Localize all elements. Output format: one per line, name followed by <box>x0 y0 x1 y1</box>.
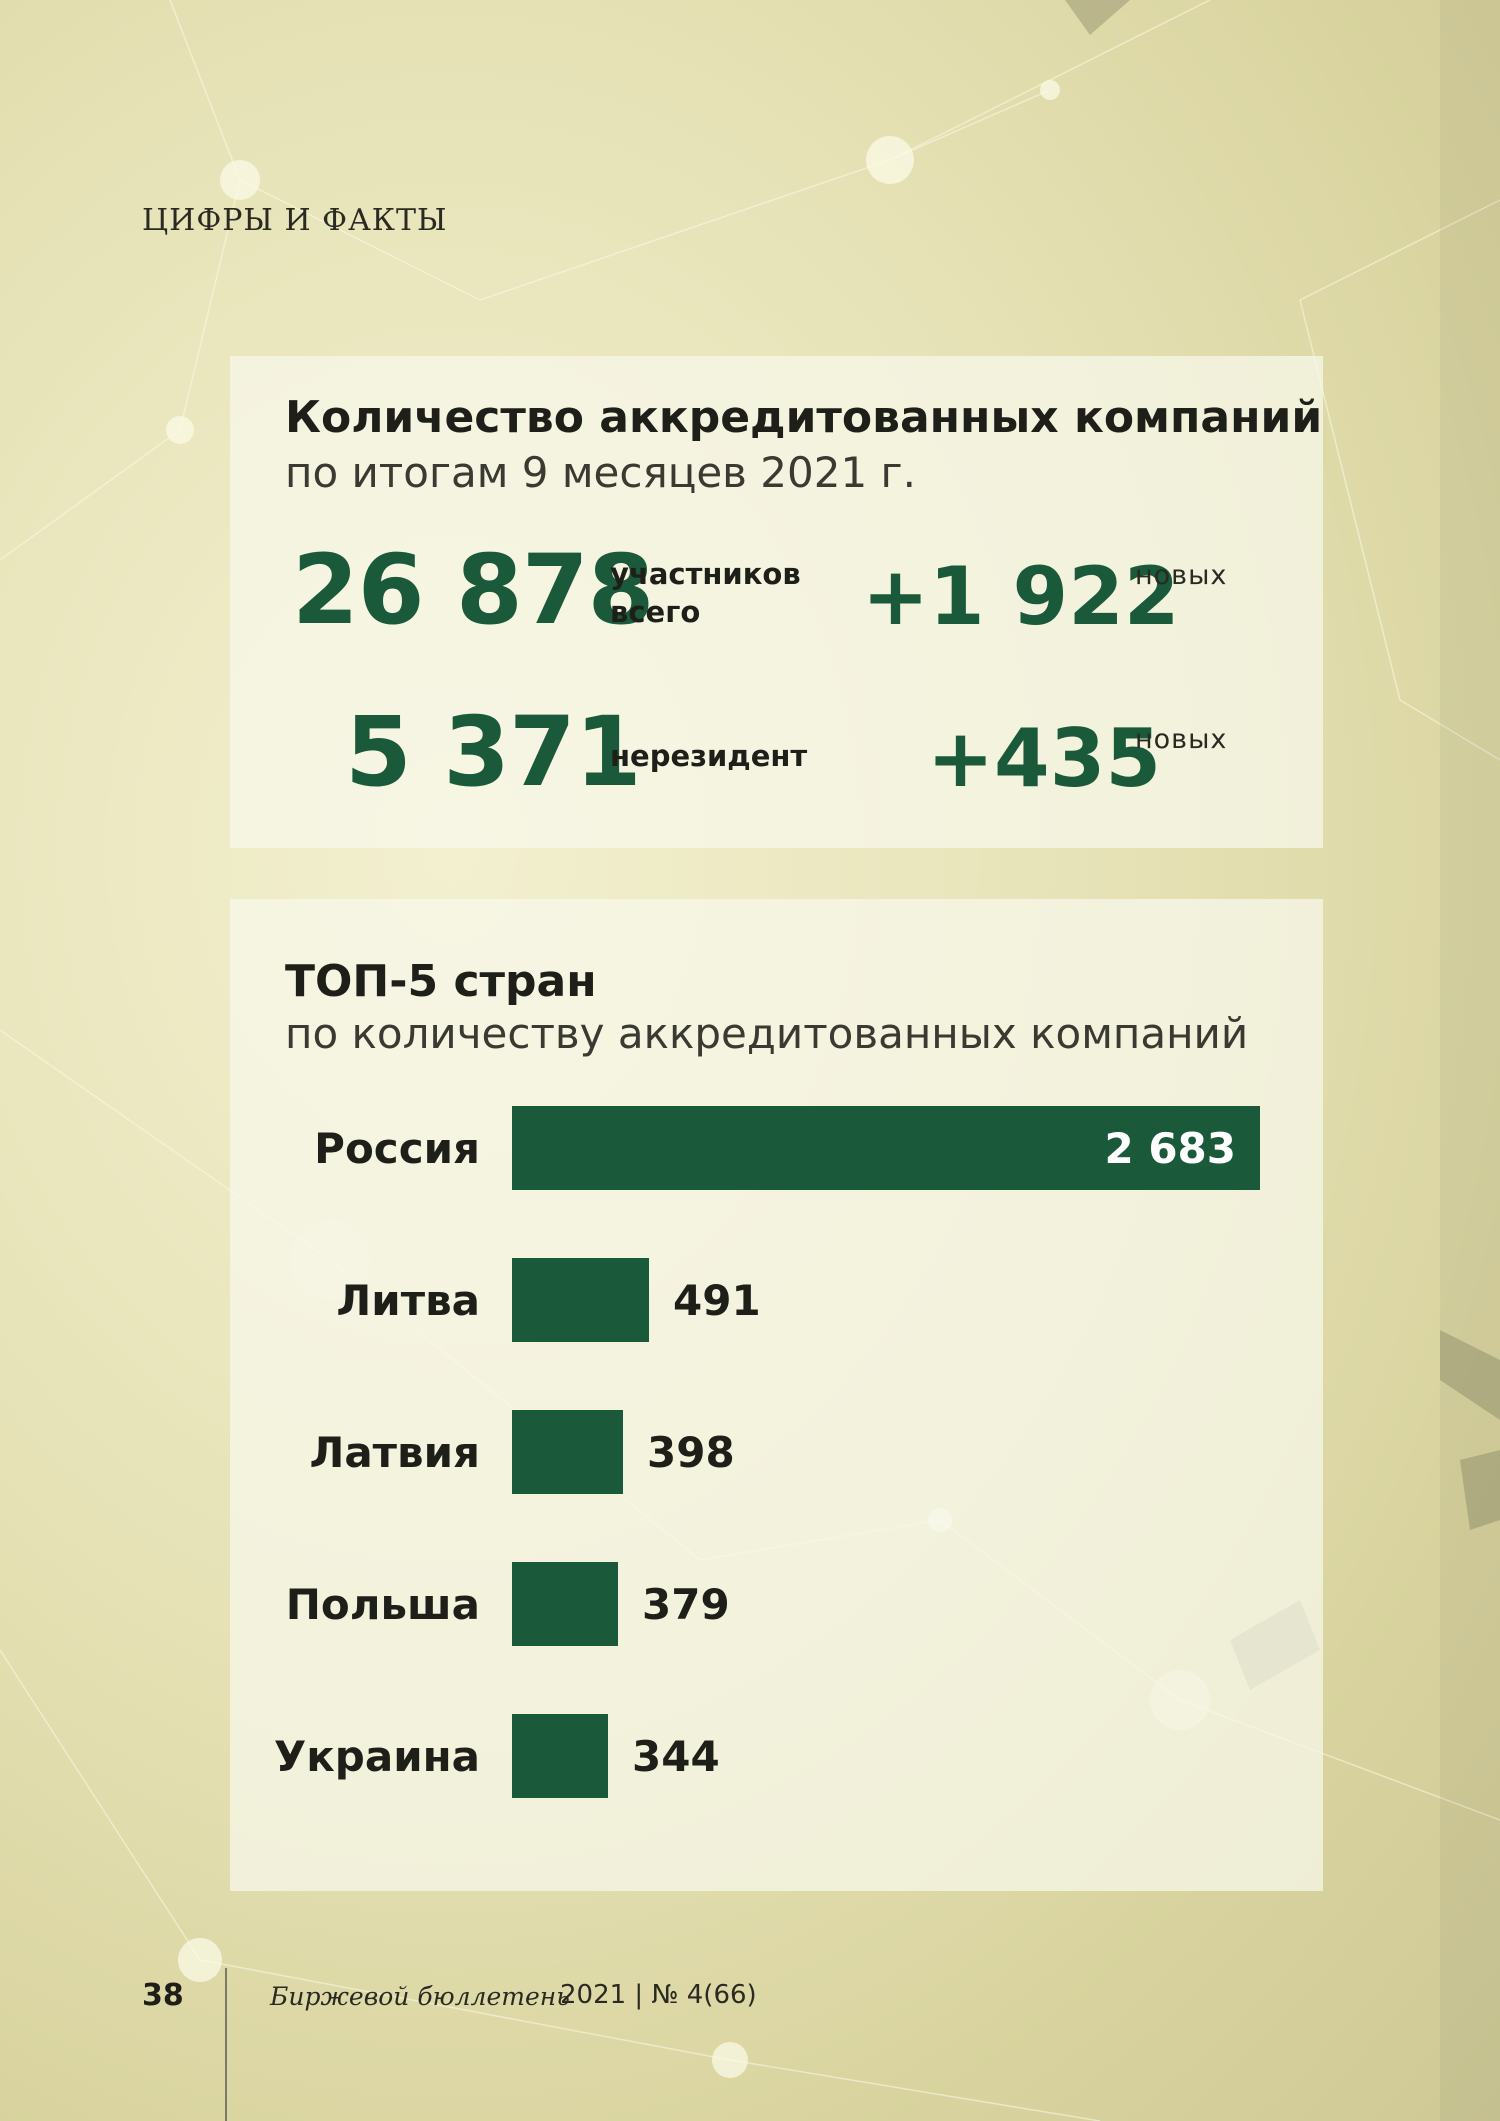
total-new-value: +1 922 <box>862 550 1180 643</box>
bar <box>512 1410 623 1494</box>
journal-name: Биржевой бюллетень <box>270 1982 570 2011</box>
footer-divider <box>225 1968 227 2121</box>
value-label: 398 <box>647 1428 735 1477</box>
total-participants-label-line2: всего <box>610 595 701 629</box>
top-countries-bar-chart: Россия 2 683 Литва 491 Латвия 398 Польша 379 Укр… <box>274 1106 1260 1798</box>
category-label: Украина <box>274 1732 480 1781</box>
stats-subtitle: по итогам 9 месяцев 2021 г. <box>285 448 916 497</box>
total-participants-label-line1: участников <box>610 557 801 591</box>
chart-subtitle: по количеству аккредитованных компаний <box>285 1009 1249 1058</box>
bar <box>512 1106 1260 1190</box>
accredited-companies-card: Количество аккредитованных компаний по и… <box>230 356 1323 848</box>
nonresident-label: нерезидент <box>610 739 808 773</box>
category-label: Россия <box>314 1124 480 1173</box>
chart-title: ТОП-5 стран <box>285 956 597 1007</box>
page-number: 38 <box>142 1978 184 2013</box>
total-participants-value: 26 878 <box>292 534 654 646</box>
value-label: 379 <box>642 1580 730 1629</box>
top-countries-card: ТОП-5 стран по количеству аккредитованны… <box>230 899 1323 1891</box>
total-new-label: новых <box>1135 560 1228 591</box>
bar <box>512 1258 649 1342</box>
bar <box>512 1714 608 1798</box>
nonresident-value: 5 371 <box>345 696 642 808</box>
category-label: Литва <box>336 1276 480 1325</box>
bar <box>512 1562 618 1646</box>
stats-title: Количество аккредитованных компаний <box>285 392 1323 443</box>
value-label: 344 <box>632 1732 720 1781</box>
nonresident-new-label: новых <box>1135 724 1228 755</box>
category-label: Латвия <box>309 1428 480 1477</box>
value-label: 2 683 <box>1104 1124 1236 1173</box>
section-label: ЦИФРЫ И ФАКТЫ <box>142 203 448 238</box>
issue-number: 2021 | № 4(66) <box>560 1980 757 2010</box>
value-label: 491 <box>673 1276 761 1325</box>
category-label: Польша <box>286 1580 480 1629</box>
nonresident-new-value: +435 <box>927 712 1162 805</box>
